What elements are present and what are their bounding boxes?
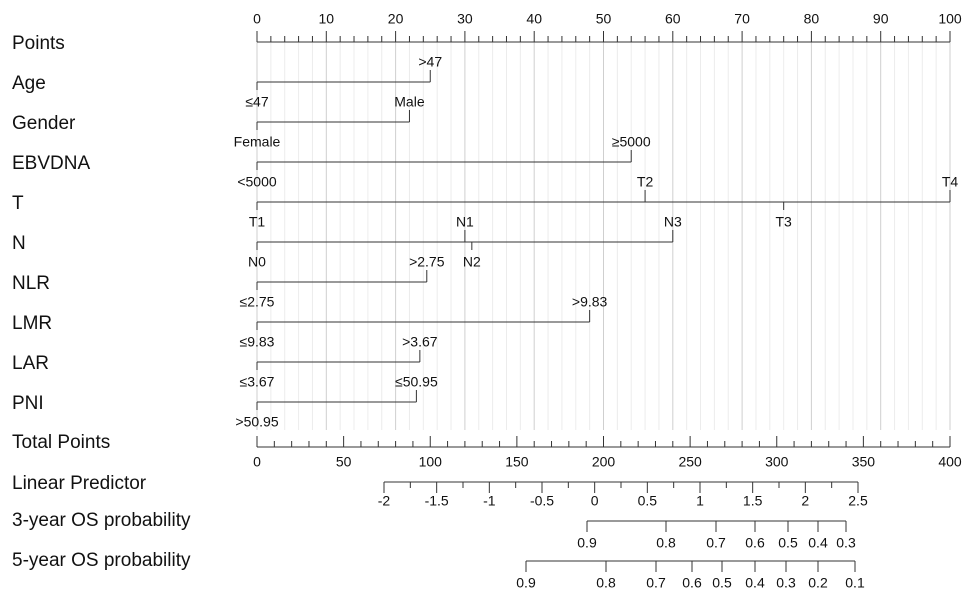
level-label: ≥5000 [612, 134, 651, 150]
tick-label: 2.5 [848, 493, 868, 509]
tick-label: 200 [592, 454, 616, 470]
row-label: LMR [12, 313, 52, 334]
tick-label: 400 [938, 454, 962, 470]
tick-label: 1 [696, 493, 704, 509]
tick-label: 0.9 [516, 575, 536, 591]
row-label: LAR [12, 353, 49, 374]
tick-label: 70 [734, 11, 750, 27]
tick-label: 0.7 [706, 535, 726, 551]
tick-label: 100 [419, 454, 443, 470]
level-label: T1 [249, 214, 266, 230]
row-label: PNI [12, 393, 44, 414]
level-label: N1 [456, 214, 474, 230]
tick-label: 0.9 [577, 535, 597, 551]
row-label: N [12, 233, 26, 254]
tick-label: 0.2 [808, 575, 828, 591]
level-label: >50.95 [235, 414, 278, 430]
row-label: 5-year OS probability [12, 550, 191, 571]
tick-label: 0.8 [656, 535, 676, 551]
row-label: T [12, 193, 24, 214]
level-label: T4 [942, 174, 959, 190]
level-label: >47 [418, 54, 442, 70]
tick-label: 0.5 [638, 493, 658, 509]
level-label: >2.75 [409, 254, 445, 270]
level-label: ≤47 [245, 94, 268, 110]
tick-label: 100 [938, 11, 962, 27]
row-label: NLR [12, 273, 50, 294]
level-label: <5000 [237, 174, 277, 190]
tick-label: 0.4 [745, 575, 765, 591]
tick-label: 90 [873, 11, 889, 27]
tick-label: 0.7 [646, 575, 666, 591]
tick-label: 30 [457, 11, 473, 27]
level-label: >9.83 [572, 294, 608, 310]
level-label: Male [394, 94, 425, 110]
tick-label: 0.8 [596, 575, 616, 591]
tick-label: 0 [253, 454, 261, 470]
tick-label: 0.6 [682, 575, 702, 591]
tick-label: 0 [253, 11, 261, 27]
level-label: T3 [776, 214, 793, 230]
level-label: T2 [637, 174, 654, 190]
level-label: N0 [248, 254, 266, 270]
level-label: ≤50.95 [395, 374, 438, 390]
tick-label: 50 [596, 11, 612, 27]
tick-label: 1.5 [743, 493, 763, 509]
level-label: N2 [463, 254, 481, 270]
row-label: Points [12, 33, 65, 54]
tick-label: -1 [483, 493, 496, 509]
tick-label: 150 [505, 454, 529, 470]
tick-label: 0.3 [836, 535, 856, 551]
tick-label: 0 [591, 493, 599, 509]
level-label: N3 [664, 214, 682, 230]
tick-label: -0.5 [530, 493, 554, 509]
level-label: >3.67 [402, 334, 438, 350]
tick-label: 2 [801, 493, 809, 509]
tick-label: 0.3 [776, 575, 796, 591]
tick-label: 60 [665, 11, 681, 27]
level-label: Female [234, 134, 281, 150]
level-label: ≤2.75 [240, 294, 275, 310]
tick-label: 0.6 [745, 535, 765, 551]
tick-label: -2 [378, 493, 391, 509]
tick-label: 0.1 [845, 575, 865, 591]
tick-label: 20 [388, 11, 404, 27]
tick-label: -1.5 [425, 493, 449, 509]
tick-label: 300 [765, 454, 789, 470]
tick-label: 0.5 [712, 575, 732, 591]
tick-label: 350 [852, 454, 876, 470]
tick-label: 50 [336, 454, 352, 470]
level-label: ≤9.83 [240, 334, 275, 350]
row-label: Gender [12, 113, 76, 134]
tick-label: 80 [804, 11, 820, 27]
row-label: 3-year OS probability [12, 510, 191, 531]
tick-label: 0.4 [808, 535, 828, 551]
tick-label: 0.5 [778, 535, 798, 551]
row-label: Total Points [12, 432, 110, 453]
row-label: Linear Predictor [12, 473, 147, 494]
row-label: Age [12, 73, 46, 94]
tick-label: 250 [678, 454, 702, 470]
row-label: EBVDNA [12, 153, 90, 174]
tick-label: 40 [526, 11, 542, 27]
tick-label: 10 [319, 11, 335, 27]
level-label: ≤3.67 [240, 374, 275, 390]
